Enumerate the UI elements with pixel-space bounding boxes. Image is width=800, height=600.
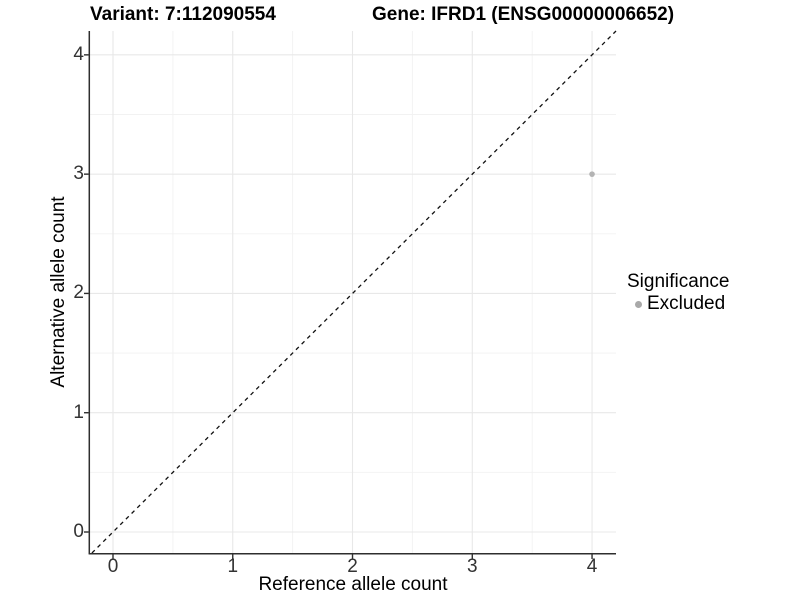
legend-item-excluded: Excluded — [627, 293, 729, 315]
y-axis-title: Alternative allele count — [48, 196, 69, 388]
y-tick-label: 3 — [73, 163, 84, 185]
y-tick-label: 0 — [73, 521, 84, 542]
y-tick-label: 4 — [73, 43, 84, 65]
x-tick-label: 2 — [347, 556, 358, 577]
y-tick-label: 2 — [73, 282, 84, 304]
legend-item-label: Excluded — [647, 293, 726, 314]
x-tick-label: 1 — [227, 556, 239, 577]
legend: Significance Excluded — [627, 270, 729, 315]
x-axis-title: Reference allele count — [258, 574, 448, 595]
plot-title-gene: Gene: IFRD1 (ENSG00000006652) — [372, 4, 675, 25]
y-tick-label: 1 — [73, 401, 84, 423]
identity-reference-line — [91, 30, 617, 554]
data-point — [589, 171, 595, 177]
x-tick-label: 4 — [586, 556, 598, 577]
x-tick-label: 3 — [466, 556, 478, 577]
legend-point-icon — [635, 300, 642, 308]
x-tick-label: 0 — [107, 556, 119, 577]
plot-title-variant: Variant: 7:112090554 — [90, 4, 276, 25]
legend-title: Significance — [627, 271, 730, 292]
